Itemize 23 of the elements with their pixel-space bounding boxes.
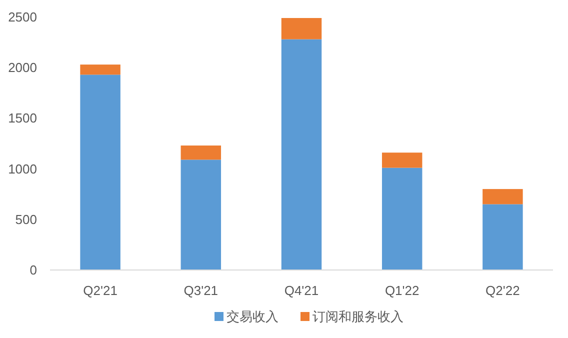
- bar: [281, 39, 322, 270]
- bar: [80, 64, 120, 75]
- y-tick-label: 1500: [8, 110, 37, 126]
- bar: [281, 18, 322, 40]
- x-tick-label: Q3'21: [184, 283, 218, 298]
- legend-label: 交易收入: [226, 309, 278, 324]
- y-tick-label: 2500: [8, 10, 37, 24]
- y-tick-label: 500: [15, 212, 37, 227]
- y-tick-label: 1000: [8, 161, 37, 176]
- y-tick-label: 2000: [8, 60, 37, 76]
- x-tick-label: Q2'22: [486, 283, 520, 298]
- bar: [80, 74, 120, 270]
- x-tick-label: Q4'21: [284, 283, 319, 298]
- bar: [382, 168, 422, 270]
- bar: [180, 146, 222, 160]
- y-tick-label: 0: [30, 262, 37, 278]
- bar: [482, 189, 523, 204]
- bar: [382, 152, 422, 168]
- bar: [482, 204, 523, 270]
- legend-label: 订阅和服务收入: [312, 309, 404, 324]
- bar: [180, 160, 222, 270]
- x-tick-label: Q2'21: [83, 283, 118, 298]
- x-tick-label: Q1'22: [384, 283, 420, 298]
